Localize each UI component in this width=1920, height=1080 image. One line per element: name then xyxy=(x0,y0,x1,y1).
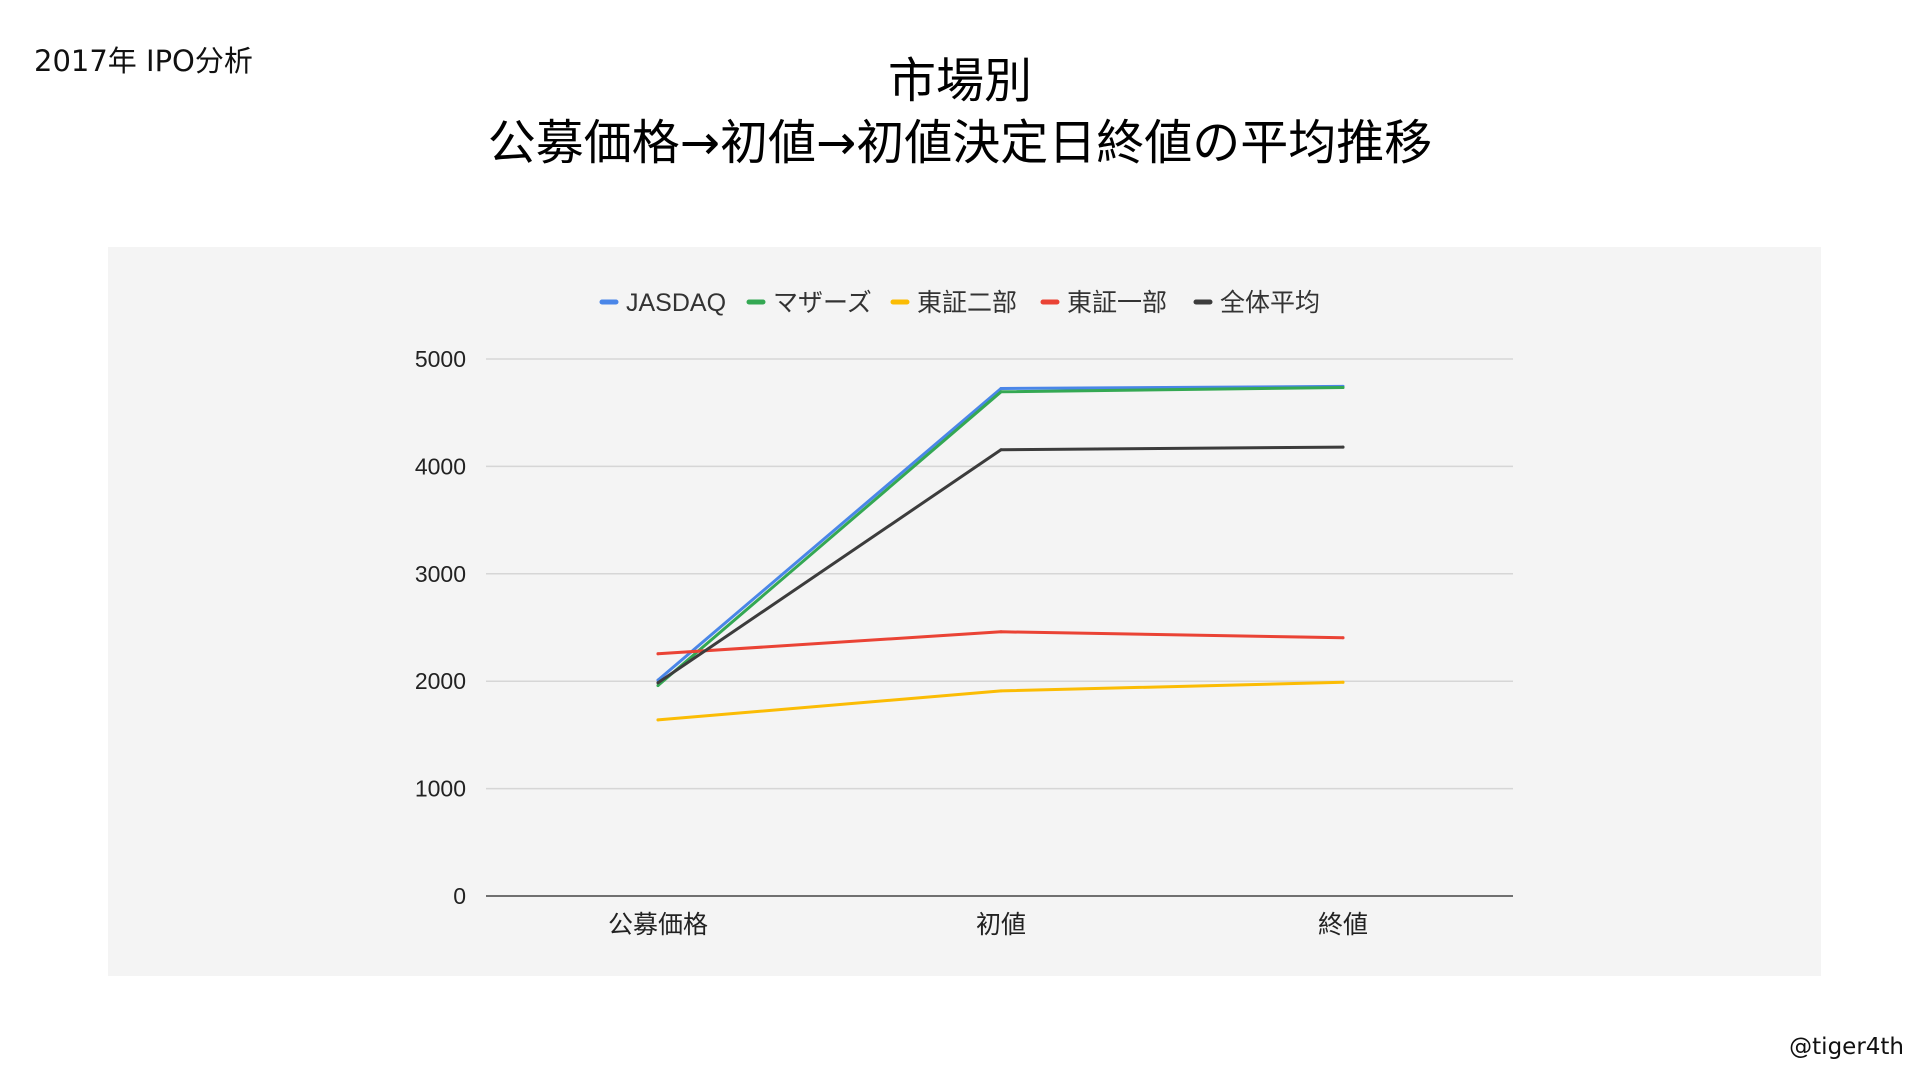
title-line-2: 公募価格→初値→初値決定日終値の平均推移 xyxy=(487,115,1433,171)
x-tick-label: 終値 xyxy=(1318,910,1368,939)
chart-title: 市場別 公募価格→初値→初値決定日終値の平均推移 xyxy=(0,50,1920,174)
data-point xyxy=(656,681,660,685)
author-credit: @tiger4th xyxy=(1789,1034,1904,1060)
y-tick-label: 5000 xyxy=(415,346,466,372)
title-line-1: 市場別 xyxy=(887,53,1032,109)
y-tick-label: 3000 xyxy=(415,561,466,587)
line-chart: 0 1000 2000 3000 4000 5000 公募価格 初値 終値 JASDAQ マザーズ… xyxy=(415,289,1513,939)
y-tick-label: 2000 xyxy=(415,668,466,694)
x-tick-label: 初値 xyxy=(976,910,1026,939)
legend-item-label: 東証二部 xyxy=(917,289,1017,317)
data-point xyxy=(1341,445,1345,449)
data-point xyxy=(1341,680,1345,684)
data-point xyxy=(999,630,1003,634)
chart-panel: 0 1000 2000 3000 4000 5000 公募価格 初値 終値 JASDAQ マザーズ… xyxy=(108,247,1821,976)
legend-item-label: 全体平均 xyxy=(1220,289,1320,317)
y-tick-label: 1000 xyxy=(415,776,466,802)
data-point xyxy=(999,448,1003,452)
data-point xyxy=(999,387,1003,390)
data-point xyxy=(1341,636,1345,640)
series-layer xyxy=(656,384,1345,722)
data-point xyxy=(999,390,1003,394)
data-point xyxy=(1341,386,1345,389)
x-tick-label: 公募価格 xyxy=(608,910,708,939)
legend-item-label: マザーズ xyxy=(773,289,872,317)
y-tick-label: 4000 xyxy=(415,453,466,479)
data-point xyxy=(656,684,660,687)
legend: JASDAQ マザーズ 東証二部 東証一部 全体平均 xyxy=(599,289,1320,317)
series-line-3 xyxy=(656,630,1345,656)
data-point xyxy=(656,652,660,656)
grid-layer xyxy=(486,358,1513,790)
data-point xyxy=(999,689,1003,693)
series-line-2 xyxy=(656,680,1345,722)
series-line-1 xyxy=(656,386,1345,687)
corner-label: 2017年 IPO分析 xyxy=(34,44,253,78)
data-point xyxy=(656,718,660,722)
legend-item-label: JASDAQ xyxy=(626,289,726,317)
y-tick-label: 0 xyxy=(453,883,466,909)
legend-item-label: 東証一部 xyxy=(1067,289,1167,317)
axis-layer: 0 1000 2000 3000 4000 5000 公募価格 初値 終値 xyxy=(415,346,1513,939)
